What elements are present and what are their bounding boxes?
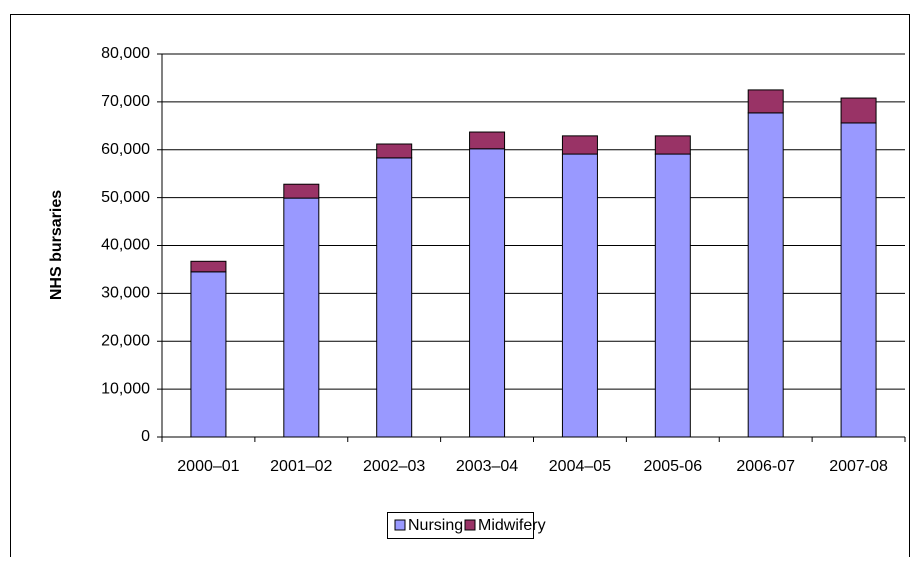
- x-tick-label: 2006-07: [736, 458, 795, 475]
- legend-label: Nursing: [408, 517, 463, 534]
- bar-segment: [747, 112, 784, 438]
- y-tick-label: 0: [141, 428, 150, 445]
- bar-segment: [469, 148, 506, 438]
- legend-swatch: [464, 519, 476, 531]
- bar-segment: [469, 131, 506, 150]
- bar-segment: [561, 153, 598, 438]
- y-tick-label: 70,000: [101, 93, 150, 110]
- x-tick-label: 2001–02: [270, 458, 332, 475]
- bar-segment: [840, 122, 877, 438]
- x-tick-label: 2003–04: [456, 458, 518, 475]
- x-tick-label: 2007-08: [829, 458, 888, 475]
- x-tick-label: 2002–03: [363, 458, 425, 475]
- bar-segment: [283, 197, 320, 438]
- y-tick-label: 60,000: [101, 141, 150, 158]
- y-tick-label: 50,000: [101, 189, 150, 206]
- y-tick-label: 30,000: [101, 285, 150, 302]
- bar-segment: [561, 135, 598, 155]
- bar-segment: [283, 183, 320, 199]
- bar-segment: [190, 271, 227, 438]
- bar-segment: [376, 143, 413, 159]
- y-tick-label: 10,000: [101, 380, 150, 397]
- y-tick-label: 40,000: [101, 237, 150, 254]
- bar-segment: [654, 135, 691, 155]
- bar-segment: [747, 89, 784, 114]
- x-tick-label: 2004–05: [549, 458, 611, 475]
- legend-label: Midwifery: [478, 517, 546, 534]
- bar-segment: [190, 260, 227, 273]
- x-tick-label: 2000–01: [177, 458, 239, 475]
- y-axis-label: NHS bursaries: [48, 190, 65, 300]
- legend-swatch: [394, 519, 406, 531]
- bar-segment: [840, 97, 877, 124]
- bar-segment: [376, 157, 413, 438]
- y-tick-label: 80,000: [101, 45, 150, 62]
- bar-segment: [654, 153, 691, 438]
- y-tick-label: 20,000: [101, 332, 150, 349]
- legend-box: [387, 512, 534, 539]
- x-tick-label: 2005-06: [643, 458, 702, 475]
